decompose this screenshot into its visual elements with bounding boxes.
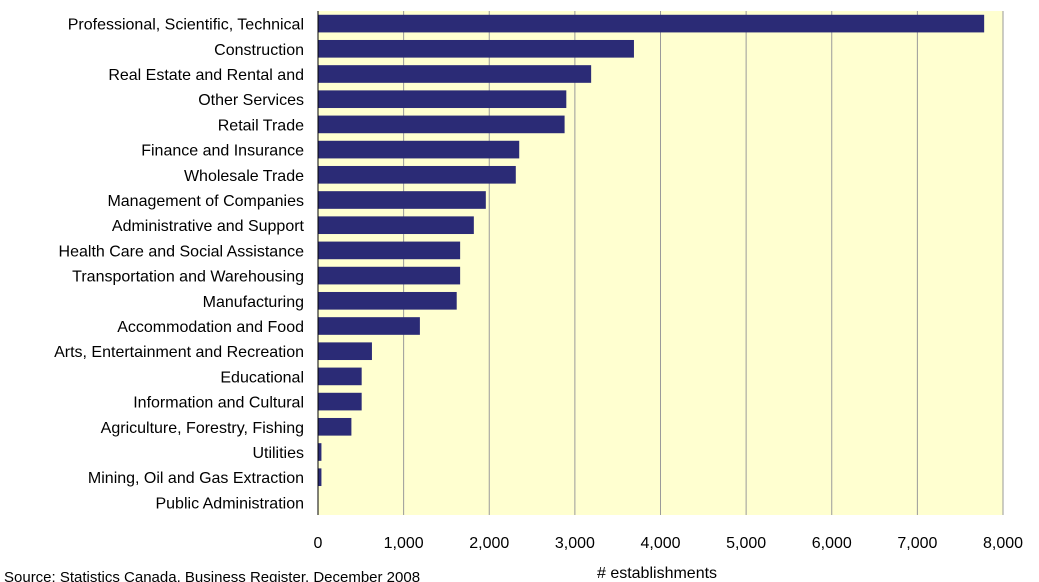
x-tick-labels: 0 1,000 2,000 3,000 4,000 5,000 6,000 7,000 8,00… <box>314 535 1024 552</box>
bar <box>318 291 457 310</box>
category-label: Accommodation and Food <box>117 319 304 336</box>
bar <box>318 317 420 335</box>
x-tick-label: 3,000 <box>555 535 595 552</box>
x-tick-label: 2,000 <box>469 535 509 552</box>
bar <box>318 165 516 184</box>
category-label: Construction <box>214 42 304 59</box>
category-label: Manufacturing <box>203 294 304 311</box>
category-label: Arts, Entertainment and Recreation <box>54 344 304 361</box>
bar <box>318 216 474 235</box>
x-tick-label: 0 <box>314 535 323 552</box>
category-label: Finance and Insurance <box>141 143 304 160</box>
bar <box>318 115 565 134</box>
x-tick-label: 5,000 <box>726 535 766 552</box>
category-label: Health Care and Social Assistance <box>59 243 305 260</box>
bar <box>318 417 352 436</box>
bar <box>318 140 520 159</box>
category-label: Utilities <box>252 445 304 462</box>
x-tick-label: 4,000 <box>640 535 680 552</box>
x-tick-label: 7,000 <box>897 535 937 552</box>
x-tick-label: 1,000 <box>384 535 424 552</box>
x-axis-title: # establishments <box>597 565 717 582</box>
category-label: Information and Cultural <box>133 395 304 412</box>
bar <box>318 90 567 109</box>
category-label: Mining, Oil and Gas Extraction <box>88 470 304 487</box>
bar <box>318 266 461 285</box>
bar <box>318 392 362 411</box>
category-label: Other Services <box>198 92 304 109</box>
bar <box>318 39 634 58</box>
category-label: Retail Trade <box>218 117 304 134</box>
category-label: Administrative and Support <box>112 218 305 235</box>
category-label: Management of Companies <box>107 193 304 210</box>
category-label: Real Estate and Rental and <box>108 67 304 84</box>
bar <box>318 65 592 83</box>
bar <box>318 367 362 386</box>
category-labels: Professional, Scientific, Technical Const… <box>54 17 304 513</box>
category-label: Professional, Scientific, Technical <box>68 17 304 34</box>
bar <box>318 14 985 33</box>
category-label: Wholesale Trade <box>184 168 304 185</box>
bar <box>318 342 372 361</box>
category-label: Transportation and Warehousing <box>72 269 304 286</box>
bars <box>318 14 985 487</box>
bar <box>318 191 486 209</box>
bar <box>318 241 461 260</box>
bar <box>318 443 322 461</box>
x-tick-label: 8,000 <box>983 535 1023 552</box>
category-label: Agriculture, Forestry, Fishing <box>101 420 304 437</box>
category-label: Public Administration <box>155 495 304 512</box>
category-label: Educational <box>220 369 304 386</box>
x-tick-label: 6,000 <box>812 535 852 552</box>
bar <box>318 468 322 487</box>
source-note: Source: Statistics Canada, Business Regi… <box>4 569 420 582</box>
